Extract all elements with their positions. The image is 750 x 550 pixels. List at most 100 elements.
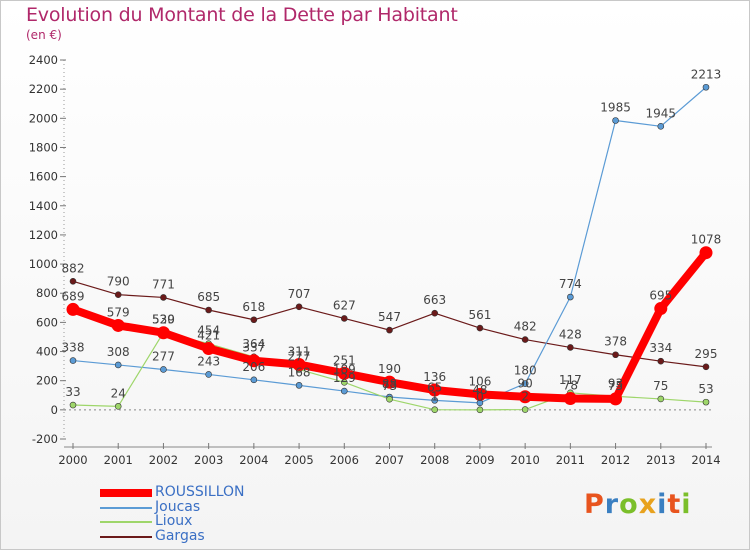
data-point-roussillon [654, 302, 668, 316]
x-tick-label: 2007 [375, 453, 404, 467]
data-label-joucas: 277 [152, 349, 175, 363]
logo-letter: o [619, 489, 639, 520]
proxiti-logo: Proxiti [584, 489, 692, 520]
logo-letter: t [667, 489, 682, 520]
data-point-joucas [250, 376, 258, 384]
data-label-joucas: 774 [559, 277, 582, 291]
data-point-joucas [702, 83, 710, 91]
data-label-roussillon: 136 [423, 370, 446, 384]
data-point-lioux [702, 398, 710, 406]
y-tick-label: 1000 [29, 257, 58, 271]
chart-axes: -200020040060080010001200140016001800200… [29, 53, 721, 467]
data-label-joucas: 2213 [691, 67, 722, 81]
data-point-gargas [295, 303, 303, 311]
data-label-gargas: 663 [423, 293, 446, 307]
data-label-joucas: 180 [514, 364, 537, 378]
data-point-roussillon [247, 354, 261, 368]
chart-unit: (en €) [26, 28, 62, 42]
data-label-gargas: 618 [242, 300, 265, 314]
x-tick-label: 2014 [691, 453, 720, 467]
data-label-gargas: 295 [695, 347, 718, 361]
data-label-roussillon: 251 [333, 353, 356, 367]
logo-letter: i [657, 489, 668, 520]
x-tick-label: 2000 [58, 453, 87, 467]
data-point-roussillon [563, 391, 577, 405]
logo-letter: r [604, 489, 620, 520]
data-label-lioux: 189 [333, 362, 356, 376]
data-label-roussillon: 311 [288, 345, 311, 359]
data-point-joucas [657, 123, 665, 130]
data-label-lioux: 364 [242, 337, 265, 351]
data-label-lioux: 454 [197, 324, 220, 338]
data-point-joucas [205, 371, 212, 378]
data-label-gargas: 482 [514, 320, 537, 334]
data-point-roussillon [202, 341, 216, 355]
data-point-lioux [431, 406, 439, 414]
y-tick-label: 800 [36, 286, 58, 300]
y-tick-label: 400 [36, 345, 58, 359]
data-label-gargas: 627 [333, 298, 356, 312]
data-label-joucas: 168 [288, 365, 311, 379]
data-point-lioux [69, 401, 77, 409]
data-label-lioux: 75 [653, 379, 668, 393]
y-tick-label: 1600 [29, 170, 58, 184]
data-point-joucas [521, 380, 529, 387]
data-point-roussillon [383, 375, 396, 389]
data-label-gargas: 334 [649, 341, 672, 355]
data-point-gargas [476, 324, 484, 332]
legend-swatch-lioux [100, 521, 152, 523]
data-point-roussillon [699, 246, 713, 260]
data-point-roussillon [292, 358, 306, 372]
x-tick-label: 2004 [239, 453, 268, 467]
data-point-roussillon [428, 383, 442, 397]
data-label-lioux: 0 [476, 390, 484, 404]
data-point-lioux [114, 403, 122, 410]
data-point-gargas [521, 336, 529, 343]
data-label-joucas: 1945 [646, 106, 677, 120]
data-point-gargas [657, 357, 665, 365]
data-label-joucas: 308 [107, 345, 130, 359]
data-label-gargas: 771 [152, 277, 175, 291]
legend-label-roussillon: ROUSSILLON [155, 484, 245, 500]
x-tick-label: 2009 [465, 453, 494, 467]
data-label-lioux: 277 [288, 349, 311, 363]
data-point-gargas [386, 326, 393, 334]
data-label-gargas: 378 [604, 335, 627, 349]
data-point-gargas [250, 316, 258, 324]
data-label-lioux: 24 [111, 386, 126, 400]
data-label-lioux: 1 [431, 390, 439, 404]
data-point-joucas [295, 382, 303, 389]
data-label-lioux: 53 [698, 382, 713, 396]
data-point-lioux [657, 395, 665, 403]
data-point-joucas [612, 117, 619, 124]
x-tick-label: 2001 [104, 453, 133, 467]
data-point-roussillon [337, 366, 351, 380]
y-tick-label: 1200 [29, 228, 58, 242]
chart-title: Evolution du Montant de la Dette par Hab… [26, 4, 458, 26]
data-label-gargas: 547 [378, 310, 401, 324]
data-label-joucas: 243 [197, 354, 220, 368]
data-point-joucas [114, 361, 122, 369]
x-tick-label: 2012 [601, 453, 630, 467]
data-label-roussillon: 190 [378, 362, 401, 376]
y-tick-label: 2200 [29, 82, 58, 96]
y-tick-label: 0 [51, 403, 58, 417]
legend-label-joucas: Joucas [155, 498, 201, 515]
legend-label-lioux: Lioux [155, 513, 193, 529]
series-layer [66, 83, 713, 414]
logo-letter: i [681, 489, 692, 520]
data-point-lioux [476, 406, 484, 414]
data-point-joucas [340, 387, 348, 395]
x-tick-label: 2005 [284, 453, 313, 467]
data-label-joucas: 129 [333, 371, 356, 385]
data-point-gargas [160, 294, 167, 301]
y-tick-label: 2400 [29, 53, 58, 67]
data-label-gargas: 685 [197, 290, 220, 304]
data-label-roussillon: 75 [608, 379, 623, 393]
x-tick-label: 2003 [194, 453, 223, 467]
data-point-gargas [114, 291, 122, 298]
data-point-roussillon [111, 318, 125, 332]
x-tick-label: 2013 [646, 453, 675, 467]
data-point-gargas [612, 351, 619, 359]
